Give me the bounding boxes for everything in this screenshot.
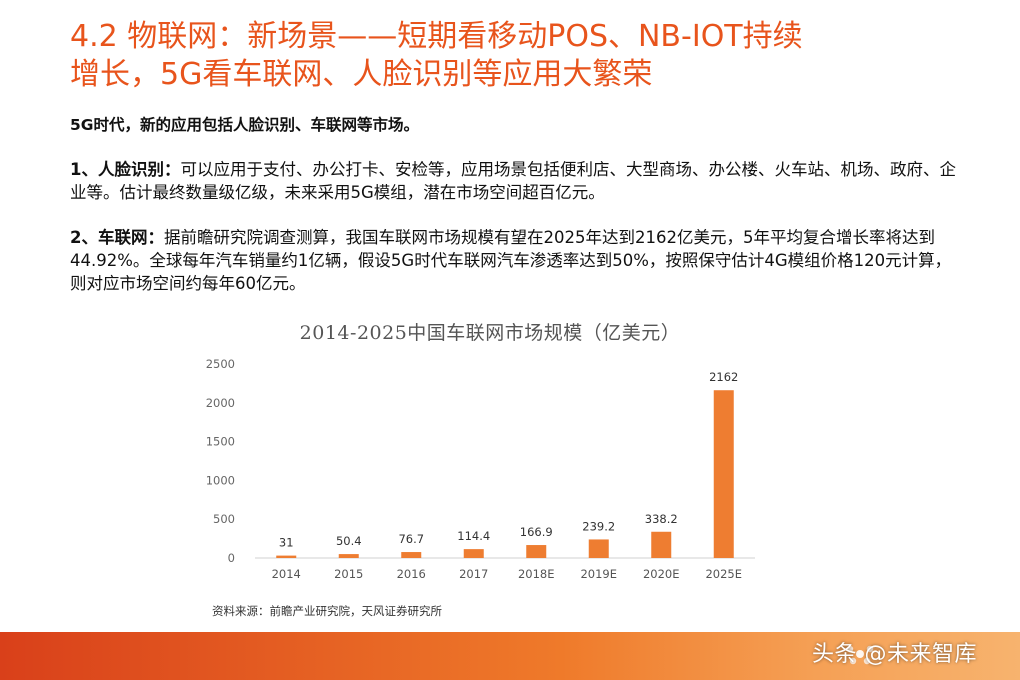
- y-tick-label: 1500: [206, 435, 235, 449]
- slide-title-line-1: 4.2 物联网：新场景——短期看移动POS、NB-IOT持续: [70, 19, 803, 54]
- bar-2020E: [651, 531, 672, 558]
- slide-title-line-2: 增长，5G看车联网、人脸识别等应用大繁荣: [70, 57, 653, 92]
- y-tick-label: 1000: [206, 473, 235, 487]
- face-recognition-paragraph: 1、人脸识别：可以应用于支付、办公打卡、安检等，应用场景包括便利店、大型商场、办…: [70, 158, 965, 204]
- bar-value-label: 114.4: [457, 529, 490, 543]
- bar-value-label: 76.7: [398, 532, 424, 546]
- bar-2016: [401, 552, 422, 558]
- bar-2017: [463, 549, 484, 558]
- x-tick-label: 2020E: [643, 567, 680, 581]
- bar-2025E: [713, 390, 734, 558]
- bar-2019E: [588, 539, 609, 558]
- x-tick-label: 2016: [397, 567, 426, 581]
- source-note: 资料来源：前瞻产业研究院，天风证券研究所: [212, 604, 442, 618]
- x-tick-label: 2019E: [580, 567, 617, 581]
- chart-plot: 0 500 1000 1500 2000 2500 31 2014 50.4 2015 76.7 20…: [206, 357, 755, 581]
- y-tick-label: 2500: [206, 357, 235, 371]
- face-recognition-text: 可以应用于支付、办公打卡、安检等，应用场景包括便利店、大型商场、办公楼、火车站、…: [70, 160, 956, 202]
- y-tick-label: 0: [228, 551, 235, 565]
- chart-title: 2014-2025中国车联网市场规模（亿美元）: [299, 322, 681, 344]
- intro-text: 5G时代，新的应用包括人脸识别、车联网等市场。: [70, 116, 420, 134]
- x-tick-label: 2014: [272, 567, 301, 581]
- connected-car-lead: 2、车联网：: [70, 228, 164, 247]
- bar-value-label: 338.2: [645, 512, 678, 526]
- connected-car-paragraph: 2、车联网：据前瞻研究院调查测算，我国车联网市场规模有望在2025年达到2162…: [70, 226, 965, 295]
- bar-2015: [338, 554, 359, 558]
- slide-title: 4.2 物联网：新场景——短期看移动POS、NB-IOT持续 增长，5G看车联网…: [70, 18, 970, 94]
- tianfeng-logo-icon: [846, 645, 874, 665]
- face-recognition-lead: 1、人脸识别：: [70, 160, 181, 179]
- x-tick-label: 2025E: [705, 567, 742, 581]
- bar-value-label: 166.9: [520, 525, 553, 539]
- x-tick-label: 2018E: [518, 567, 555, 581]
- bar-value-label: 2162: [709, 370, 738, 384]
- bar-2014: [276, 555, 297, 558]
- watermark-text: 头条 @未来智库: [812, 642, 977, 667]
- x-tick-label: 2017: [459, 567, 488, 581]
- connected-car-text: 据前瞻研究院调查测算，我国车联网市场规模有望在2025年达到2162亿美元，5年…: [70, 228, 952, 293]
- bar-2018E: [526, 545, 547, 558]
- y-tick-label: 2000: [206, 396, 235, 410]
- footer-band: [0, 632, 1020, 680]
- market-size-chart: 2014-2025中国车联网市场规模（亿美元） 0 500 1000 1500 2000…: [190, 318, 760, 588]
- bar-value-label: 239.2: [582, 519, 615, 533]
- y-tick-label: 500: [213, 512, 235, 526]
- x-tick-label: 2015: [334, 567, 363, 581]
- bar-value-label: 31: [279, 536, 294, 550]
- bar-value-label: 50.4: [336, 534, 362, 548]
